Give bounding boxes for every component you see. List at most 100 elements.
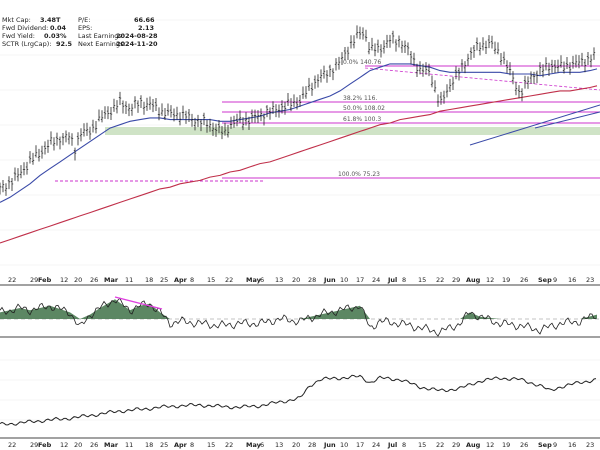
x-tick-label: 25 [160, 441, 168, 449]
x-tick-label: 16 [568, 441, 576, 449]
x-tick-label: 26 [520, 276, 528, 284]
price-bars [0, 25, 596, 196]
x-tick-label: 15 [207, 441, 215, 449]
x-tick-label: 10 [340, 276, 348, 284]
x-tick-label: 26 [90, 441, 98, 449]
x-tick-label: 23 [586, 276, 594, 284]
support-trendline-1 [469, 104, 600, 146]
x-tick-label: May [246, 276, 262, 284]
x-tick-label: 12 [60, 276, 68, 284]
x-tick-label: 22 [225, 276, 233, 284]
eps-label: EPS: [78, 24, 93, 32]
relative-strength-line [0, 374, 597, 426]
x-tick-label: 17 [356, 441, 364, 449]
fib-label: 38.2% 116. [343, 95, 377, 102]
x-tick-label: 18 [145, 276, 153, 284]
x-tick-label: 17 [356, 276, 364, 284]
x-tick-label: 13 [275, 276, 283, 284]
sctr-label: SCTR (LrgCap): [2, 40, 52, 48]
fibonacci-labels: 0.0% 140.76 38.2% 116. 50.0% 108.02 61.8% 1… [338, 59, 385, 178]
pe-label: P/E: [78, 16, 91, 24]
fib-label: 0.0% 140.76 [343, 59, 381, 66]
fwd-yield-label: Fwd Yield: [2, 32, 35, 40]
relative-strength-panel [0, 359, 600, 426]
x-tick-label: 8 [190, 276, 194, 284]
fwd-yield-value: 0.03% [44, 32, 67, 40]
x-tick-label: 29 [452, 441, 460, 449]
mkt-cap-value: 3.48T [40, 16, 61, 24]
x-axis-bottom: 22 29 Feb 12 20 26 Mar 11 18 25 Apr 8 15 22 May 6 13 20 28… [8, 441, 594, 449]
x-tick-label: 19 [502, 276, 510, 284]
divergence-trendline [114, 296, 163, 310]
x-tick-label: 18 [145, 441, 153, 449]
ma200-line [0, 85, 598, 244]
x-tick-label: 29 [452, 276, 460, 284]
x-tick-label: 15 [418, 276, 426, 284]
x-tick-label: 11 [125, 276, 133, 284]
x-tick-label: 24 [372, 441, 380, 449]
x-tick-label: Feb [38, 441, 52, 449]
fib-label: 50.0% 108.02 [343, 105, 385, 112]
x-tick-label: 8 [402, 276, 406, 284]
x-tick-label: Mar [104, 441, 119, 449]
price-panel: 0.0% 140.76 38.2% 116. 50.0% 108.02 61.8% 1… [0, 19, 600, 266]
x-tick-label: 13 [275, 441, 283, 449]
x-tick-label: 22 [8, 441, 16, 449]
fwd-dividend-label: Fwd Dividend: [2, 24, 49, 32]
x-tick-label: Sep [538, 276, 552, 284]
sctr-value: 92.5 [56, 40, 73, 48]
x-tick-label: Aug [466, 276, 481, 284]
x-tick-label: 28 [308, 441, 316, 449]
x-tick-label: Feb [38, 276, 52, 284]
last-earnings-label: Last Earnings: [78, 32, 125, 40]
x-tick-label: 12 [60, 441, 68, 449]
x-tick-label: 26 [90, 276, 98, 284]
indicator-line [0, 297, 597, 337]
x-tick-label: 6 [260, 276, 264, 284]
x-tick-label: 9 [553, 441, 557, 449]
earnings-box: P/E: 66.66 EPS: 2.13 Last Earnings: 2024… [72, 16, 158, 50]
x-tick-label: 15 [207, 276, 215, 284]
x-tick-label: 9 [553, 276, 557, 284]
x-tick-label: 15 [418, 441, 426, 449]
support-trendline-2 [534, 111, 600, 129]
x-tick-label: 8 [402, 441, 406, 449]
x-tick-label: 12 [486, 441, 494, 449]
x-tick-label: 22 [436, 276, 444, 284]
x-tick-label: Apr [174, 441, 188, 449]
resistance-trendline [364, 67, 600, 91]
x-tick-label: 6 [260, 441, 264, 449]
x-tick-label: 10 [340, 441, 348, 449]
x-tick-label: 20 [292, 276, 300, 284]
next-earnings-label: Next Earnings: [78, 40, 126, 48]
eps-value: 2.13 [138, 24, 155, 32]
x-tick-label: 11 [125, 441, 133, 449]
x-tick-label: 16 [568, 276, 576, 284]
pe-value: 66.66 [134, 16, 155, 24]
x-tick-label: 29 [30, 441, 38, 449]
fwd-dividend-value: 0.04 [50, 24, 67, 32]
fib-label: 100.0% 75.23 [338, 171, 380, 178]
x-tick-label: Mar [104, 276, 119, 284]
support-zone [105, 127, 600, 135]
x-tick-label: 25 [160, 276, 168, 284]
x-tick-label: 28 [308, 276, 316, 284]
indicator-area [0, 299, 597, 319]
mkt-cap-label: Mkt Cap: [2, 16, 31, 24]
x-tick-label: 22 [8, 276, 16, 284]
x-tick-label: 19 [502, 441, 510, 449]
x-tick-label: 12 [486, 276, 494, 284]
last-earnings-value: 2024-08-28 [116, 32, 158, 40]
x-tick-label: Jun [323, 441, 336, 449]
x-tick-label: Jun [323, 276, 336, 284]
x-tick-label: 22 [436, 441, 444, 449]
fib-label: 61.8% 100.3 [343, 116, 381, 123]
x-tick-label: Jul [387, 276, 397, 284]
fundamentals-box: Mkt Cap: 3.48T Fwd Dividend: 0.04 Fwd Yi… [0, 16, 72, 50]
x-tick-label: 20 [292, 441, 300, 449]
x-tick-label: 20 [74, 276, 82, 284]
x-tick-label: 20 [74, 441, 82, 449]
x-tick-label: 29 [30, 276, 38, 284]
indicator-panel [0, 296, 600, 337]
